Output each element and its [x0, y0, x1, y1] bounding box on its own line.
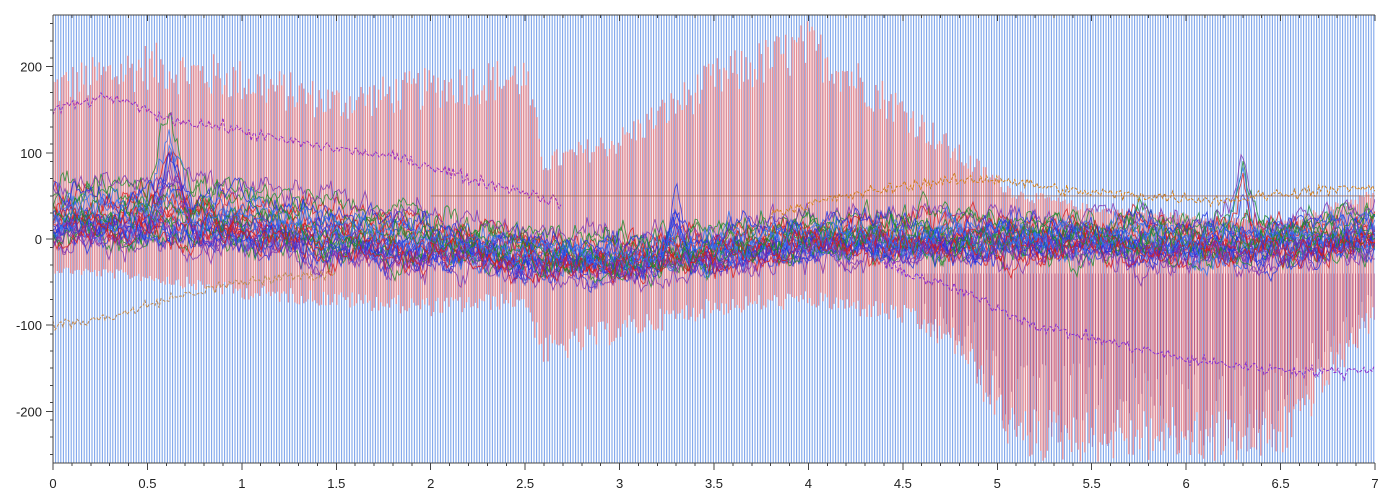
lower-left-trace: [53, 268, 336, 332]
band-trace: [53, 169, 1375, 290]
x-tick-label: 5.5: [1083, 476, 1101, 491]
x-tick-label: 0.5: [138, 476, 156, 491]
x-tick-label: 2.5: [516, 476, 534, 491]
x-tick-label: 4.5: [894, 476, 912, 491]
x-tick-label: 7: [1371, 476, 1378, 491]
x-tick-label: 3: [616, 476, 623, 491]
y-tick-label: 200: [20, 60, 42, 75]
axes: 0 0.5 1 1.5 2 2.5 3 3.5 4 4.5 5 5.5 6 6.5 7 200 100 0 -100…: [16, 14, 1379, 491]
x-tick-label: 5: [994, 476, 1001, 491]
band-trace: [53, 187, 1375, 274]
x-tick-label: 2: [427, 476, 434, 491]
x-tick-label: 0: [49, 476, 56, 491]
dense-band: [53, 112, 1375, 294]
x-tick-label: 6.5: [1272, 476, 1290, 491]
band-trace: [53, 177, 1375, 263]
band-trace: [53, 202, 1375, 284]
plot-area: [53, 15, 1375, 463]
band-trace: [53, 194, 1375, 275]
y-tick-label: 0: [35, 232, 42, 247]
right-orange-trace: [770, 171, 1375, 220]
y-tick-label: 100: [20, 146, 42, 161]
band-trace: [53, 205, 1375, 275]
band-trace: [53, 197, 1375, 277]
y-tick-label: -100: [16, 318, 42, 333]
x-tick-label: 4: [805, 476, 812, 491]
band-trace: [53, 112, 1375, 259]
x-tick-label: 3.5: [705, 476, 723, 491]
x-tick-label: 1.5: [327, 476, 345, 491]
envelope-spikes: [53, 21, 1375, 462]
y-tick-label: -200: [16, 404, 42, 419]
x-tick-label: 6: [1183, 476, 1190, 491]
x-tick-label: 1: [238, 476, 245, 491]
upper-drifting-trace: [53, 91, 562, 210]
lower-right-purple-trace: [883, 257, 1375, 382]
